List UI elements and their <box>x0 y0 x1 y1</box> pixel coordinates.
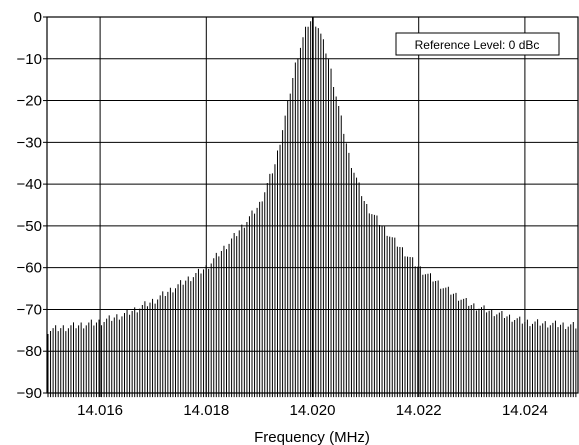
spectrum-trace <box>47 17 577 398</box>
y-tick-label: −20 <box>17 93 42 110</box>
x-tick-label: 14.018 <box>183 402 229 419</box>
x-tick-label: 14.022 <box>396 402 442 419</box>
y-tick-label: −30 <box>17 134 42 151</box>
x-tick-label: 14.024 <box>502 402 548 419</box>
y-tick-label: −90 <box>17 385 42 402</box>
x-axis-label: Frequency (MHz) <box>254 429 370 445</box>
y-axis-ticks: 0 −10 −20 −30 −40 −50 −60 −70 −80 −90 <box>17 9 47 402</box>
y-tick-label: −80 <box>17 343 42 360</box>
reference-level-annotation: Reference Level: 0 dBc <box>395 32 560 56</box>
y-tick-label: −60 <box>17 260 42 277</box>
y-tick-label: −40 <box>17 176 42 193</box>
spectrum-lines <box>47 17 577 398</box>
annotation-box <box>395 32 560 56</box>
y-tick-label: −50 <box>17 218 42 235</box>
y-tick-label: 0 <box>34 9 42 26</box>
y-tick-label: −10 <box>17 51 42 68</box>
x-axis-ticks: 14.016 14.018 14.020 14.022 14.024 <box>77 393 548 419</box>
annotation-text: Reference Level: 0 dBc <box>415 38 540 52</box>
x-tick-label: 14.016 <box>77 402 123 419</box>
x-tick-label: 14.020 <box>290 402 336 419</box>
y-tick-label: −70 <box>17 301 42 318</box>
